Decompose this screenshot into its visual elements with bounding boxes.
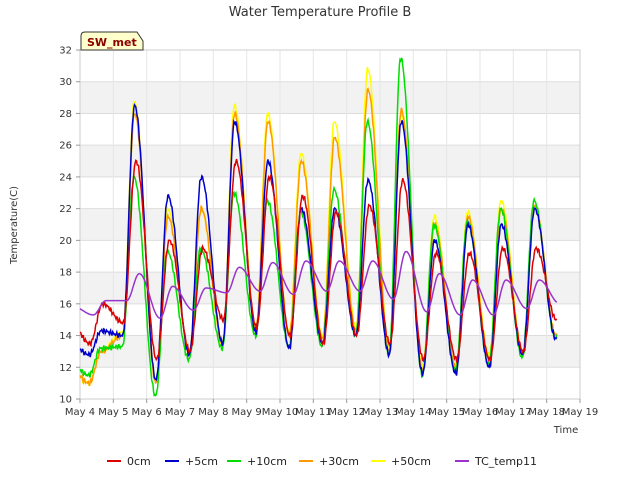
site-label-shape	[80, 31, 144, 51]
x-tick-label: May 15	[428, 407, 465, 418]
x-tick-label: May 4	[65, 407, 95, 418]
x-tick-label: May 6	[132, 407, 162, 418]
grid-band	[80, 81, 580, 114]
y-tick-label: 26	[59, 141, 72, 152]
legend-label: +50cm	[391, 455, 431, 468]
y-axis: 10 12 14 16 18 20 22 24 26 28 30 32	[59, 46, 80, 406]
x-tick-label: May 14	[395, 407, 432, 418]
x-tick-label: May 16	[462, 407, 499, 418]
site-label: SW_met	[87, 36, 137, 49]
chart-title: Water Temperature Profile B	[229, 5, 412, 20]
plot-frame	[79, 49, 581, 400]
x-tick-label: May 10	[262, 407, 299, 418]
y-tick-label: 10	[59, 395, 72, 406]
x-axis: May 4 May 5 May 6 May 7 May 8 May 9 May 10May …	[65, 399, 598, 418]
y-tick-label: 32	[59, 46, 72, 57]
y-tick-label: 16	[59, 299, 72, 310]
x-tick-label: May 18	[528, 407, 565, 418]
x-tick-label: May 19	[562, 407, 599, 418]
legend-label: 0cm	[127, 455, 151, 468]
legend-label: +5cm	[185, 455, 218, 468]
site-label-box: SW_met	[80, 31, 144, 51]
y-axis-label: Temperature(C)	[9, 186, 20, 265]
x-tick-label: May 17	[495, 407, 532, 418]
y-tick-label: 12	[59, 363, 72, 374]
legend-label: +10cm	[247, 455, 287, 468]
x-tick-label: May 13	[362, 407, 399, 418]
y-tick-label: 20	[59, 236, 72, 247]
y-tick-label: 30	[59, 77, 72, 88]
x-tick-label: May 12	[328, 407, 365, 418]
y-tick-label: 14	[59, 331, 72, 342]
y-tick-label: 28	[59, 109, 72, 120]
legend: 0cm +5cm +10cm +30cm +50cm TC_temp11	[107, 455, 537, 468]
grid-band	[80, 335, 580, 368]
y-tick-label: 24	[59, 172, 72, 183]
x-axis-label: Time	[553, 425, 578, 436]
y-tick-label: 22	[59, 204, 72, 215]
legend-label: +30cm	[319, 455, 359, 468]
series-line-tc-temp11	[79, 250, 558, 319]
x-tick-label: May 7	[165, 407, 195, 418]
legend-label: TC_temp11	[474, 455, 537, 468]
series-lines	[79, 57, 558, 397]
x-tick-label: May 8	[198, 407, 228, 418]
x-tick-label: May 5	[98, 407, 128, 418]
x-tick-label: May 9	[232, 407, 262, 418]
x-tick-label: May 11	[295, 407, 332, 418]
y-tick-label: 18	[59, 268, 72, 279]
plot-area	[79, 49, 581, 400]
